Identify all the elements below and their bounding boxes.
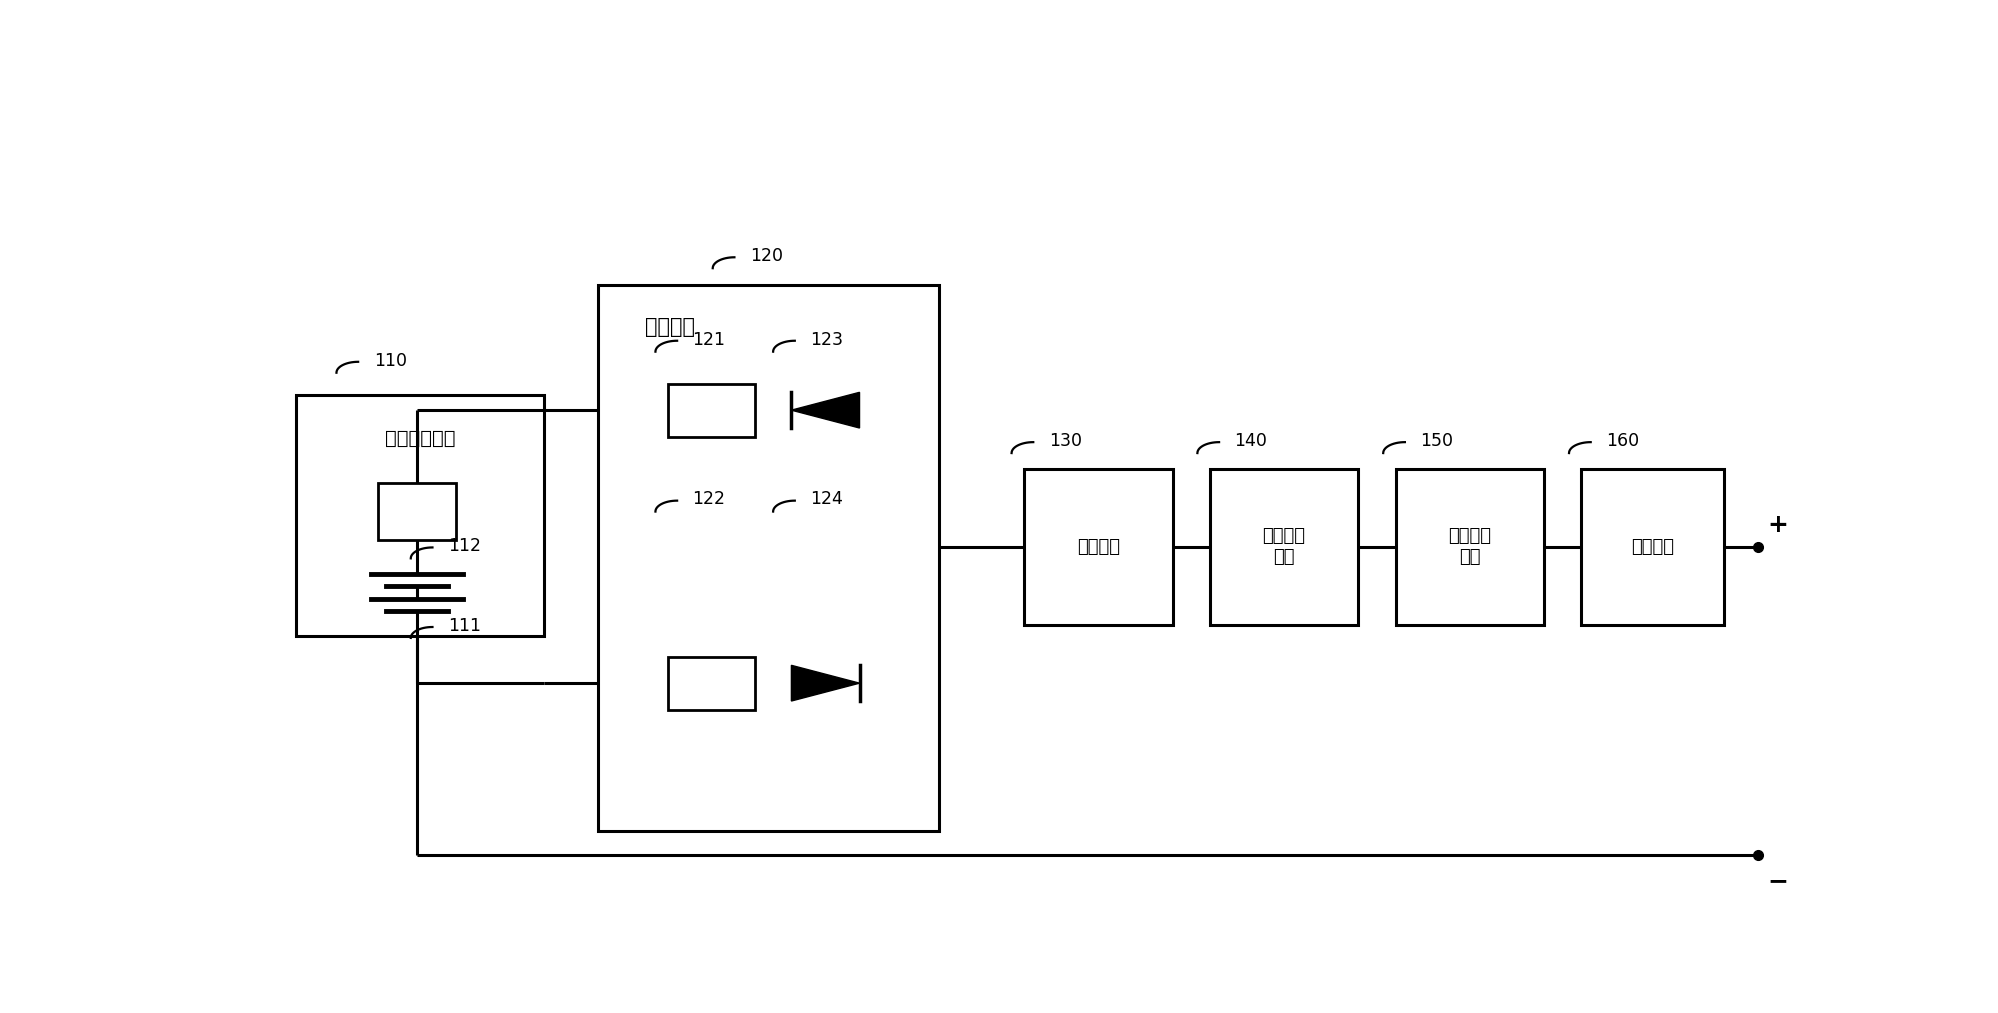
Bar bbox=[296, 395, 543, 636]
Text: 120: 120 bbox=[749, 247, 783, 265]
Polygon shape bbox=[791, 666, 859, 701]
Bar bbox=[1582, 469, 1724, 625]
Text: 第二相位
模块: 第二相位 模块 bbox=[1449, 527, 1491, 566]
Text: 112: 112 bbox=[448, 537, 482, 555]
Bar bbox=[597, 286, 939, 832]
Text: 150: 150 bbox=[1421, 432, 1453, 450]
Bar bbox=[1023, 469, 1173, 625]
Text: 122: 122 bbox=[693, 490, 725, 509]
Text: 开路电压模块: 开路电压模块 bbox=[386, 428, 456, 448]
Bar bbox=[1395, 469, 1544, 625]
Polygon shape bbox=[791, 392, 859, 428]
Text: 第一相位
模块: 第一相位 模块 bbox=[1263, 527, 1305, 566]
Text: 124: 124 bbox=[811, 490, 843, 509]
Text: 140: 140 bbox=[1235, 432, 1267, 450]
Text: 111: 111 bbox=[448, 617, 482, 635]
Text: 123: 123 bbox=[811, 330, 843, 348]
Text: 磁通模块: 磁通模块 bbox=[1077, 538, 1119, 556]
Text: +: + bbox=[1766, 514, 1788, 537]
Text: 130: 130 bbox=[1049, 432, 1081, 450]
Text: 121: 121 bbox=[693, 330, 725, 348]
Text: −: − bbox=[1766, 869, 1788, 892]
Text: 160: 160 bbox=[1606, 432, 1638, 450]
Bar bbox=[667, 384, 755, 437]
Bar bbox=[378, 483, 456, 540]
Text: 110: 110 bbox=[374, 352, 408, 370]
Bar bbox=[1211, 469, 1359, 625]
Text: 充放模块: 充放模块 bbox=[645, 317, 695, 336]
Text: 阻抗模块: 阻抗模块 bbox=[1630, 538, 1674, 556]
Bar bbox=[667, 656, 755, 710]
